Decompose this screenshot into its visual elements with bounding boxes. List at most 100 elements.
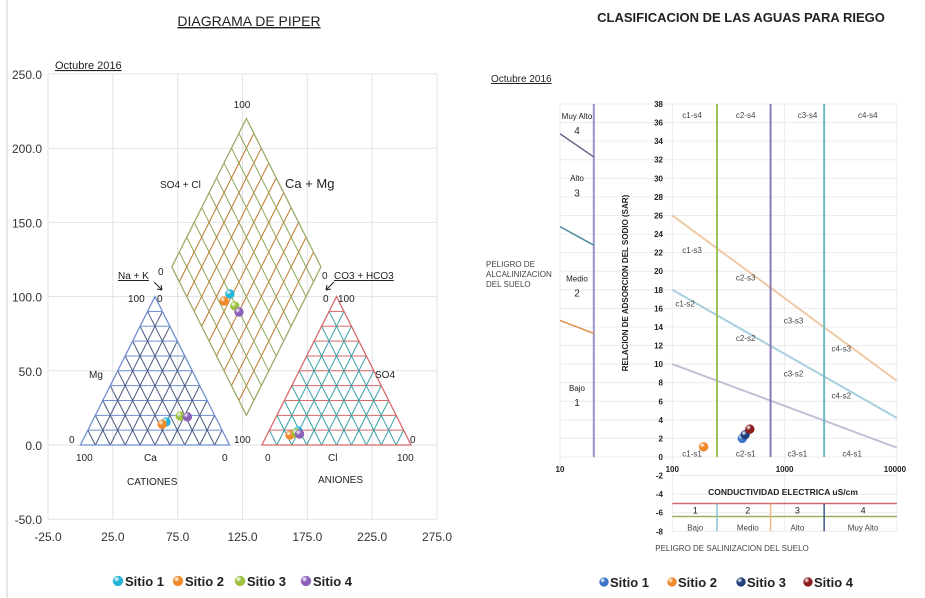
ec-x-tick: 10000 [884,465,907,474]
salinity-level-number: 3 [795,506,800,516]
conductividad-title: CONDUCTIVIDAD ELECTRICA uS/cm [708,487,858,497]
anion-triangle-outline [260,295,413,446]
sar-y-tick: -8 [656,527,664,536]
cation-triangle-grid-d1 [94,311,163,446]
cation-apex-100: 100 [128,294,145,305]
zone-label: c4-s2 [832,392,852,401]
piper-point-sitio-4 [182,412,193,422]
anion-right-0: 0 [410,435,416,446]
diamond-grid-b [238,133,314,282]
zone-label: c1-s4 [682,111,702,120]
piper-point-sitio-2 [157,419,167,429]
piper-legend: Sitio 1 Sitio 2 Sitio 3 Sitio 4 [112,574,353,589]
cl-axis-0: 0 [265,453,271,464]
riego-boundaries [559,104,898,532]
cation-triangle-grid-d2 [87,429,96,446]
diamond-grid-a [201,177,277,327]
cation-right-100: 100 [234,435,251,446]
boundary-s4-s3 [671,214,898,382]
zone-label: c4-s4 [858,111,878,120]
zone-label: c4-s3 [832,344,852,353]
piper-y-tick: 100.0 [12,291,42,305]
piper-gridlines [47,73,438,520]
piper-y-tick: 150.0 [12,216,42,230]
sar-y-tick: 34 [654,137,663,146]
riego-chart: CLASIFICACION DE LAS AGUAS PARA RIEGO Oc… [486,10,907,590]
anion-triangle-grid-d2 [306,355,352,446]
na-k-zero: 0 [158,267,164,278]
alcalinizacion-title-3: DEL SUELO [486,280,531,289]
sar-y-tick: -2 [656,472,664,481]
legend-marker [736,577,746,587]
alcalinizacion-title-2: ALCALINIZACION [486,270,552,279]
sar-y-tick: 18 [654,286,663,295]
zone-label: c2-s3 [736,274,756,283]
arrow-icon [325,281,335,291]
zone-label: c1-s1 [682,449,702,458]
ec-x-tick: 10 [556,465,565,474]
cation-triangle-grid-d2 [102,400,126,446]
cation-triangle-grid-d2 [109,385,141,446]
zone-label: c3-s3 [784,316,804,325]
piper-point-sitio-2 [219,296,229,306]
salinity-level-name: Muy Alto [848,524,879,533]
cation-triangle-grid-d2 [117,370,156,446]
sodio-level-number: 3 [574,188,580,199]
boundary-s3-s2 [671,288,898,419]
legend-marker [172,575,184,587]
ca-axis-0: 0 [222,453,228,464]
sar-y-tick: 20 [654,267,663,276]
salinity-level-number: 4 [861,506,866,516]
cation-triangle-grid-d2 [124,355,171,446]
anion-triangle-grid-d1 [336,370,375,446]
alcalinizacion-title-1: PELIGRO DE [486,260,535,269]
anion-triangle-grid-d2 [313,340,367,446]
diamond-grid-b [208,192,285,342]
riego-period: Octubre 2016 [491,74,552,85]
salinity-level-name: Bajo [687,524,704,533]
diamond-grid-b [216,177,292,327]
cation-triangle-grid-d1 [154,370,193,446]
cationes-label: CATIONES [127,477,178,488]
sodio-level-name: Muy Alto [562,112,593,121]
boundary-s2-s1 [671,363,898,449]
anion-triangle-grid-d1 [395,429,405,446]
co3-zero: 0 [322,271,328,282]
sodio-boundary-2 [559,319,595,335]
cl-axis-100: 100 [397,453,414,464]
piper-chart: DIAGRAMA DE PIPER Octubre 2016 -25.0 25.0… [12,13,452,589]
piper-period: Octubre 2016 [55,60,122,72]
ec-x-tick: 100 [666,465,680,474]
sodio-boundary-3 [559,225,595,246]
diamond-grid-a [186,147,262,297]
sar-y-tick: 0 [659,453,664,462]
mg-label: Mg [89,370,103,381]
sar-y-tick: 4 [659,416,664,425]
sar-y-tick: 30 [654,174,663,183]
piper-x-tick: 225.0 [357,530,387,544]
cation-triangle-grid-d1 [124,340,178,446]
piper-y-tick: -50.0 [15,513,43,527]
riego-axis-ticks: -8-6-4-202468101214161820222426283032343… [556,100,907,536]
legend-marker [300,575,312,587]
zone-label: c1-s3 [682,246,702,255]
riego-point-sitio-2 [698,442,709,452]
sar-y-tick: -4 [656,490,664,499]
legend-marker [803,577,813,587]
sar-y-tick: 12 [654,342,663,351]
salinity-level-name: Medio [737,524,759,533]
sar-y-tick: 10 [654,360,663,369]
cation-triangle-grid-d2 [139,326,201,446]
diamond-grid-b [223,162,300,312]
legend-label: Sitio 1 [125,574,164,589]
sar-y-tick: 16 [654,304,663,313]
diamond-grid-b [231,147,307,297]
piper-x-tick: 275.0 [422,530,452,544]
anion-triangle-grid-d1 [306,340,360,446]
anion-triangle-grid-d2 [283,400,308,446]
salinity-levels: 1 Bajo 2 Medio 3 Alto 4 Muy Alto [687,506,879,533]
cation-triangle-grid-d2 [94,415,111,446]
diamond-top-label: 100 [234,100,251,111]
anion-apex-0: 0 [323,294,329,305]
zone-label: c2-s2 [736,334,756,343]
